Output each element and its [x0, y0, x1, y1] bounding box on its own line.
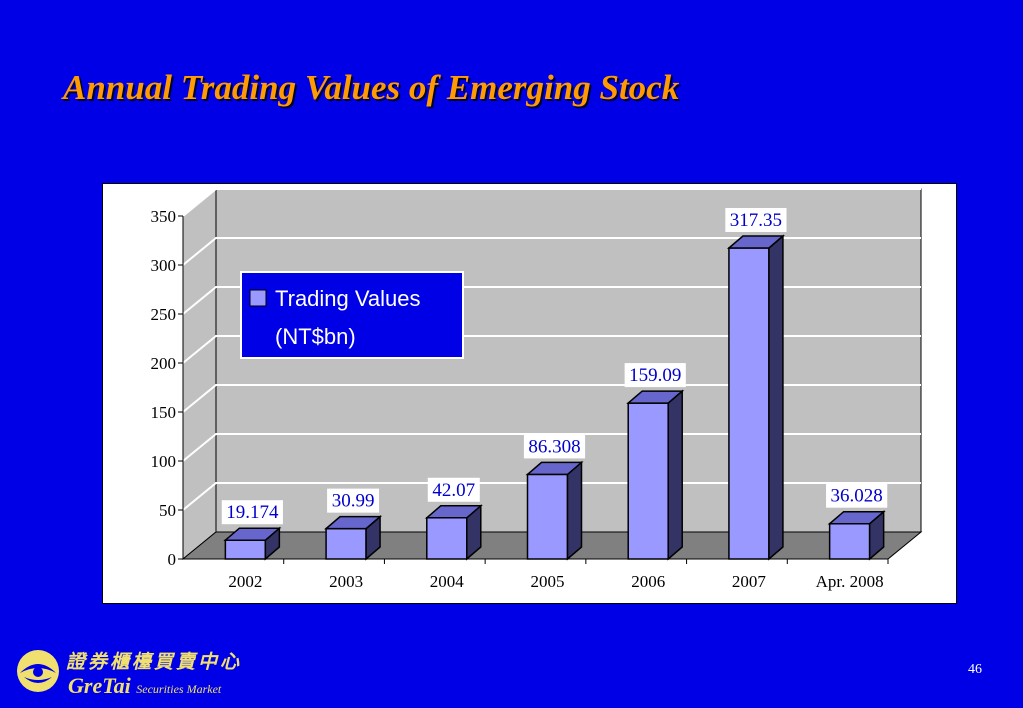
gridline — [182, 237, 921, 266]
gridline — [182, 384, 921, 413]
x-tick-label: 2003 — [329, 572, 363, 591]
bar-top — [827, 510, 886, 525]
bar — [726, 234, 785, 561]
data-label-bg — [624, 363, 686, 388]
y-tick-label: 0 — [168, 550, 177, 569]
bar — [223, 526, 282, 561]
data-label-bg — [523, 434, 586, 459]
y-tick-label: 250 — [151, 305, 177, 324]
logo-brand-text: GreTai Securities Market — [68, 673, 221, 699]
data-label-bg — [327, 488, 380, 513]
bar-top — [525, 461, 584, 476]
gridline — [182, 335, 921, 364]
bar-front — [224, 539, 267, 560]
bar-top — [424, 505, 483, 519]
x-tick-label: Apr. 2008 — [816, 572, 884, 591]
gridline — [182, 286, 921, 315]
y-tick-label: 100 — [151, 452, 177, 471]
bar-side — [768, 234, 784, 561]
data-labels: 19.174 30.99 42.07 86.308 159.09 317.35 36.028 — [221, 207, 888, 525]
y-tick-label: 350 — [151, 207, 177, 226]
legend-swatch — [249, 289, 267, 307]
bar-front — [325, 527, 367, 560]
y-tick-label: 50 — [159, 501, 176, 520]
bar-front — [627, 402, 669, 560]
logo-tagline: Securities Market — [136, 682, 222, 696]
data-label: 86.308 — [528, 436, 580, 457]
data-label: 36.028 — [831, 486, 883, 507]
logo-brand: GreTai — [68, 673, 131, 698]
bar-side — [667, 389, 683, 561]
x-tick-label: 2007 — [732, 572, 767, 591]
data-label: 159.09 — [629, 365, 681, 386]
x-tick-label: 2004 — [430, 572, 465, 591]
bar-top — [626, 390, 685, 404]
gridline — [182, 188, 921, 217]
legend-box — [240, 271, 464, 359]
data-label-bg — [221, 500, 283, 525]
y-axis-ticks: 0 50 100 150 200 250 300 350 — [151, 207, 184, 569]
data-label-bg — [427, 477, 480, 502]
gridlines — [182, 188, 921, 511]
bar — [324, 514, 383, 561]
x-axis-ticks: 2002 2003 2004 2005 2006 2007 Apr. 2008 — [183, 558, 889, 591]
bar — [626, 389, 685, 561]
legend-label-line2: (NT$bn) — [275, 324, 356, 349]
gridline — [182, 482, 921, 511]
bar — [827, 510, 886, 561]
bar-front — [828, 522, 871, 560]
bar-side — [566, 460, 583, 561]
y-tick-label: 200 — [151, 354, 177, 373]
logo-chinese-text: 證券櫃檯買賣中心 — [66, 651, 243, 673]
bar — [424, 504, 483, 561]
logo-emblem-icon — [17, 650, 59, 692]
page-number: 46 — [968, 662, 982, 677]
legend-label-line1: Trading Values — [275, 286, 421, 311]
bar-front — [728, 247, 770, 560]
bar-top — [324, 515, 383, 530]
chart-frame: 0 50 100 150 200 250 300 350 2002 2003 2004 2005 20… — [102, 183, 957, 604]
plot-left-wall — [182, 187, 217, 561]
x-tick-label: 2005 — [531, 572, 565, 591]
y-tick-label: 300 — [151, 256, 177, 275]
legend: Trading Values (NT$bn) — [240, 271, 464, 359]
data-label: 317.35 — [730, 210, 782, 231]
bar — [525, 460, 584, 561]
data-label: 19.174 — [226, 502, 279, 523]
bar-top — [726, 235, 785, 249]
bar-front — [426, 517, 468, 560]
data-label: 30.99 — [332, 491, 375, 512]
gretai-logo: 證券櫃檯買賣中心 GreTai Securities Market — [14, 645, 254, 705]
data-label-bg — [826, 483, 888, 508]
data-label: 42.07 — [432, 480, 475, 501]
bars — [223, 234, 886, 561]
data-label-bg — [725, 207, 787, 232]
gridline — [182, 433, 921, 462]
bar-top — [223, 527, 282, 541]
bar-front — [526, 473, 569, 560]
slide-title: Annual Trading Values of Emerging Stock — [63, 68, 680, 107]
y-tick-label: 150 — [151, 403, 177, 422]
x-tick-label: 2006 — [631, 572, 665, 591]
x-tick-label: 2002 — [228, 572, 262, 591]
